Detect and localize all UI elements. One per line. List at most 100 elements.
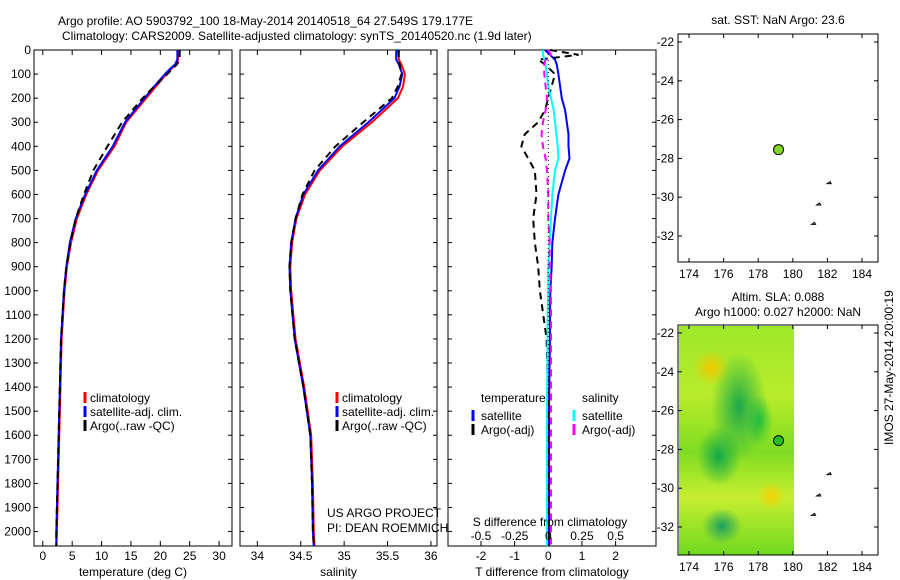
y-tick-label: 1000 (4, 284, 31, 298)
x2-tick-label: 0.5 (607, 529, 624, 543)
x-tick-label: 25 (183, 549, 197, 563)
series-line-s-argo-adj- (540, 49, 553, 546)
x2-tick-label: 0.25 (570, 529, 594, 543)
lon-tick-label: 182 (817, 267, 837, 281)
x-tick-label: 34.5 (289, 549, 313, 563)
island-outline (825, 471, 832, 476)
island-outline (815, 202, 822, 206)
lat-tick-label: -22 (657, 326, 675, 340)
x-tick-label: 0 (545, 549, 552, 563)
lon-tick-label: 180 (783, 560, 803, 574)
y-tick-label: 1300 (4, 356, 31, 370)
x-tick-label: 34 (251, 549, 265, 563)
x2-tick-label: 0 (545, 529, 552, 543)
lon-tick-label: 174 (679, 560, 699, 574)
lat-tick-label: -32 (657, 229, 675, 243)
x2-tick-label: -0.25 (501, 529, 529, 543)
island-outline (825, 180, 832, 185)
island-outline (815, 493, 822, 497)
y-tick-label: 1200 (4, 332, 31, 346)
x-tick-label: 10 (95, 549, 109, 563)
legend-label: satellite-adj. clim. (90, 405, 182, 419)
legend-label: climatology (342, 391, 402, 405)
lat-tick-label: -28 (657, 442, 675, 456)
map-frame-sst_map (677, 33, 879, 263)
map-frame-sla_map (677, 324, 879, 556)
sla-map-title-1: Altim. SLA: 0.088 (731, 290, 825, 304)
lon-tick-label: 184 (852, 560, 872, 574)
lat-tick-label: -24 (657, 74, 675, 88)
legend-label: Argo(..raw -QC) (90, 419, 175, 433)
y-tick-label: 800 (11, 236, 31, 250)
y-tick-label: 1600 (4, 428, 31, 442)
y-tick-label: 100 (11, 67, 31, 81)
y-tick-label: 1800 (4, 476, 31, 490)
y-tick-label: 1100 (5, 308, 31, 322)
lon-tick-label: 176 (714, 560, 734, 574)
y-tick-label: 300 (11, 115, 31, 129)
credit-line-1: US ARGO PROJECT (327, 506, 442, 520)
y-tick-label: 2000 (4, 525, 31, 539)
lat-tick-label: -26 (657, 404, 675, 418)
island-outline (809, 221, 817, 225)
legend-label: Argo(-adj) (582, 423, 635, 437)
series-line-s-satellite (541, 50, 560, 546)
x-tick-label: 15 (124, 549, 138, 563)
x-tick-label: -1 (509, 549, 520, 563)
y-tick-label: 1400 (4, 380, 31, 394)
x2-tick-label: -0.5 (471, 529, 492, 543)
series-line-t-argo-adj- (520, 49, 579, 546)
x-axis-label: salinity (320, 565, 357, 579)
y-tick-label: 200 (11, 91, 31, 105)
title-line-2: Climatology: CARS2009. Satellite-adjuste… (62, 29, 532, 43)
legend-label: Argo(..raw -QC) (342, 419, 427, 433)
x-tick-label: 35 (337, 549, 351, 563)
x-tick-label: 2 (612, 549, 619, 563)
argo-float-marker (773, 144, 785, 156)
x-tick-label: 36 (424, 549, 438, 563)
x-tick-label: 1 (579, 549, 586, 563)
panel-frame-salinity (239, 49, 438, 547)
y-tick-label: 400 (11, 139, 31, 153)
series-line-satellite-adj-clim- (55, 50, 179, 546)
credit-line-2: PI: DEAN ROEMMICH (327, 521, 449, 535)
lat-tick-label: -30 (657, 190, 675, 204)
x-tick-label: 5 (69, 549, 76, 563)
lat-tick-label: -32 (657, 520, 675, 534)
lat-tick-label: -28 (657, 151, 675, 165)
legend-label: satellite (582, 409, 623, 423)
lat-tick-label: -26 (657, 113, 675, 127)
title-line-1: Argo profile: AO 5903792_100 18-May-2014… (58, 14, 473, 28)
panel-frame-temperature (33, 49, 233, 547)
legend-label: satellite-adj. clim. (342, 405, 434, 419)
x-tick-label: 0 (39, 549, 46, 563)
lat-tick-label: -30 (657, 481, 675, 495)
legend-header: salinity (582, 391, 619, 405)
series-line-argo-raw-qc- (55, 50, 181, 546)
y-tick-label: 1900 (4, 500, 31, 514)
sst-map-title: sat. SST: NaN Argo: 23.6 (711, 13, 845, 27)
x2-axis-label: S difference from climatology (473, 515, 628, 529)
x-tick-label: 20 (154, 549, 168, 563)
y-tick-label: 900 (11, 260, 31, 274)
x-tick-label: -2 (476, 549, 487, 563)
y-tick-label: 1700 (4, 452, 31, 466)
legend-header: temperature (481, 391, 546, 405)
lon-tick-label: 182 (817, 560, 837, 574)
x-tick-label: 35.5 (376, 549, 400, 563)
lon-tick-label: 180 (783, 267, 803, 281)
imos-stamp: IMOS 27-May-2014 20:00:19 (882, 290, 896, 445)
sla-map-title-2: Argo h1000: 0.027 h2000: NaN (694, 305, 862, 319)
legend-label: climatology (90, 391, 150, 405)
x-axis-label: temperature (deg C) (79, 565, 187, 579)
y-tick-label: 500 (11, 163, 31, 177)
legend-label: Argo(-adj) (481, 423, 534, 437)
lon-tick-label: 176 (714, 267, 734, 281)
legend-label: satellite (481, 409, 522, 423)
y-tick-label: 600 (11, 187, 31, 201)
argo-float-marker (773, 435, 785, 447)
lon-tick-label: 178 (748, 267, 768, 281)
